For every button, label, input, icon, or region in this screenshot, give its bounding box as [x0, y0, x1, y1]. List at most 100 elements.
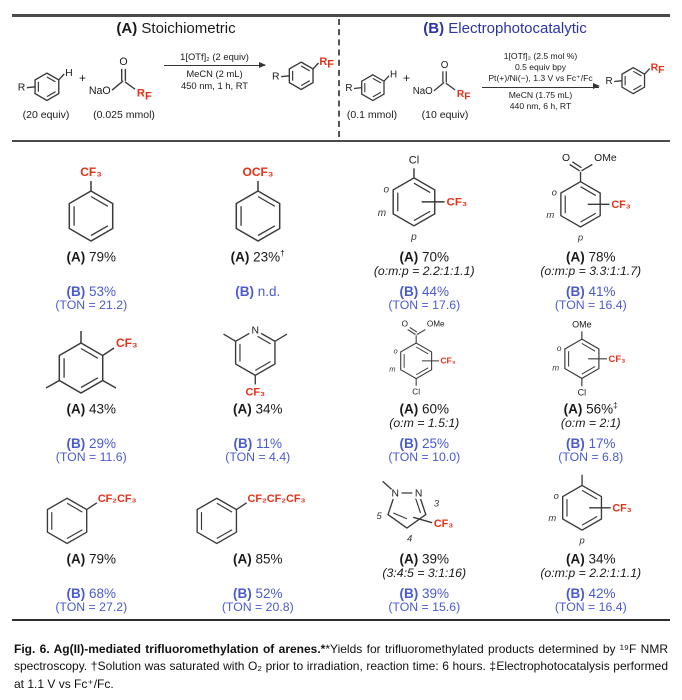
cl-label: Cl [578, 388, 587, 398]
nao-label: NaO [413, 86, 433, 97]
carboxylate-reactant: O NaO RF (10 equiv) [411, 45, 479, 121]
panel-a-stoichiometric: (A) Stoichiometric R H (20 equiv) + [14, 18, 338, 138]
ocf3-label: OCF₃ [242, 165, 273, 179]
b-yield: 42% [588, 586, 616, 601]
conditions-light: 450 nm, 1 h, RT [180, 80, 249, 92]
carboxylate-structure: O NaO RF [413, 60, 471, 103]
b-yield: 68% [88, 586, 117, 601]
carbonyl-o-label: O [562, 153, 570, 164]
compound-cell-phcf2cf2cf3: CF₂CF₂CF₃ (A) 85% (B) 52% (TON = 20.8) [175, 470, 342, 620]
cf3-label: CF₃ [612, 502, 631, 514]
cf3-label: CF₃ [434, 518, 453, 530]
cf3-label: CF₃ [245, 386, 265, 398]
panel-divider-dashed [338, 19, 340, 137]
h-label: H [390, 69, 397, 80]
para-label: p [578, 535, 584, 545]
isomer-ratio: (o:m:p = 2.2:1:1.1) [373, 263, 475, 278]
a-yield: 85% [255, 551, 283, 567]
a-yield: 60% [421, 401, 450, 417]
panel-b-electrophotocatalytic: (B) Electrophotocatalytic R H (0.1 mmol)… [342, 18, 668, 138]
a-label: (A) [232, 401, 252, 417]
caption-body: *Yields for trifluoromethylated products… [14, 642, 668, 691]
conditions-bpy: 0.5 equiv bpy [514, 62, 567, 73]
rf-sub: F [658, 65, 664, 76]
a-yield: 43% [88, 401, 117, 417]
n1-label: N [392, 489, 399, 500]
compound-cell-chloroanisole-cf3: OMe Cl CF₃ o m (A) 56%‡ (o:m = 2:1) (B) 1… [508, 318, 675, 470]
ortho-label: o [394, 347, 398, 356]
rf-main: R [651, 62, 659, 73]
cf3-label: CF₃ [441, 356, 456, 366]
structure-phcf2cf3: CF₂CF₃ [28, 470, 155, 548]
carbonyl-o-label: O [441, 60, 449, 71]
carboxylate-amount: (10 equiv) [421, 109, 469, 121]
a-yield: 39% [421, 551, 450, 567]
figure-caption: Fig. 6. Ag(II)-mediated trifluoromethyla… [14, 641, 668, 693]
nao-label: NaO [89, 85, 111, 97]
a-label: (A) [66, 551, 86, 567]
reaction-scheme-b: R H (0.1 mmol) + O NaO RF (10 equiv) [342, 45, 668, 135]
cl-label: Cl [413, 387, 421, 396]
cf3-label: CF₃ [80, 165, 102, 179]
meta-label: m [548, 513, 556, 523]
compound-cell-phocf3: OCF₃ (A) 23%† (B) n.d. [175, 146, 342, 318]
b-yield: 41% [588, 284, 616, 299]
rf-main: R [319, 56, 327, 68]
b-label: (B) [235, 284, 254, 299]
b-yield: 25% [421, 436, 450, 451]
compound-cell-methylbenzoate-cf3: O OMe CF₃ o m p (A) 78% (o:m:p = 3.3:1:1.… [508, 146, 675, 318]
rf-label: RF [457, 89, 471, 103]
structure-chloroanisole-cf3: OMe Cl CF₃ o m [544, 318, 637, 398]
structure-phocf3: OCF₃ [203, 146, 313, 246]
reaction-arrow-b: 1[OTf]₂ (2.5 mol %) 0.5 equiv bpy Pt(+)/… [482, 51, 600, 112]
r-label: R [18, 82, 26, 93]
structure-mesitylene-cf3: CF₃ [35, 318, 147, 398]
b-label: (B) [399, 436, 419, 451]
b-label: (B) [399, 586, 419, 601]
arrow [164, 61, 266, 68]
top-rule [12, 14, 670, 17]
conditions-solvent: MeCN (1.75 mL) [508, 89, 573, 100]
a-label: (A) [230, 249, 250, 265]
ortho-label: o [383, 184, 389, 195]
structure-methylpyrazole-cf3: N N CF₃ 3 4 5 [370, 470, 478, 548]
ton-value: (TON = 17.6) [388, 298, 461, 313]
compound-cell-methylpyrazole-cf3: N N CF₃ 3 4 5 (A) 39% (3:4:5 = 3:1:16) (B… [341, 470, 508, 620]
position-5-label: 5 [377, 511, 383, 522]
rf-sub: F [464, 91, 470, 102]
h-label: H [65, 68, 73, 79]
structure-toluene-cf3: CF₃ o m p [541, 470, 641, 548]
compound-cell-toluene-cf3: CF₃ o m p (A) 34% (o:m:p = 2.2:1:1.1) (B)… [508, 470, 675, 620]
cl-label: Cl [409, 155, 419, 167]
a-yield: 34% [588, 551, 616, 567]
r-label: R [606, 76, 613, 87]
b-label: (B) [66, 284, 86, 299]
mid-rule [12, 140, 670, 142]
a-label: (A) [66, 401, 86, 417]
panel-b-label: (B) [423, 20, 445, 37]
rf-main: R [137, 88, 145, 100]
meta-label: m [378, 208, 386, 219]
panel-b-title: (B) Electrophotocatalytic [342, 20, 668, 37]
arrow [482, 83, 600, 90]
ton-value: (TON = 10.0) [388, 450, 461, 465]
b-yield: 53% [88, 284, 117, 299]
structure-methylchlorobenzoate-cf3: O OMe Cl CF₃ o m [382, 318, 466, 398]
a-yield: 78% [588, 249, 616, 265]
a-yield: 79% [88, 249, 117, 265]
carboxylate-amount: (0.025 mmol) [93, 109, 155, 121]
arene-structure: R H [345, 69, 397, 102]
ome-label: OMe [594, 153, 617, 164]
product: R RF [268, 45, 338, 129]
ton-value: (TON = 4.4) [225, 450, 291, 465]
isomer-ratio: (o:m:p = 3.3:1:1.7) [540, 263, 642, 278]
b-label: (B) [66, 586, 86, 601]
a-label: (A) [565, 249, 585, 265]
structure-chlorobenzene-cf3: Cl CF₃ o m p [368, 146, 481, 246]
b-yield: 44% [421, 284, 450, 299]
structure-phcf3: CF₃ [36, 146, 146, 246]
plus-sign: + [403, 71, 411, 85]
b-yield: n.d. [257, 284, 281, 299]
panel-b-title-text: Electrophotocatalytic [448, 20, 587, 37]
